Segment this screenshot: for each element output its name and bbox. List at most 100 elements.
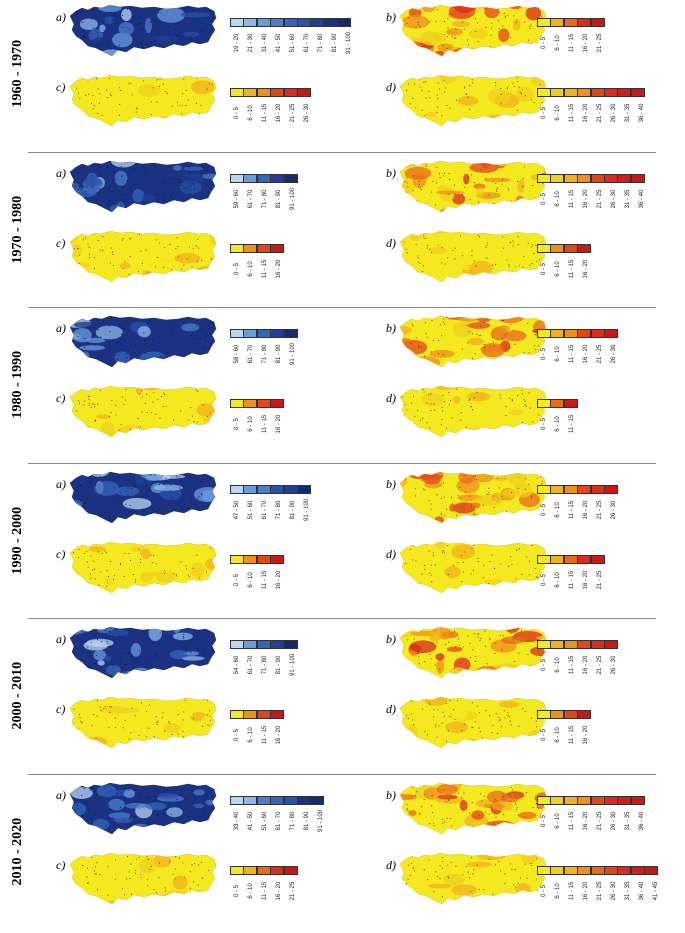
legend-b-label: 16 - 20 (583, 500, 589, 519)
legend-d-label: 31 - 35 (625, 104, 631, 123)
turkey-map-b-4 (398, 624, 548, 684)
map-panel-c (68, 228, 218, 288)
legend-c-swatch (230, 710, 244, 719)
legend-a-swatch (284, 485, 298, 494)
legend-c-label: 16 - 20 (276, 570, 282, 589)
map-panel-b (398, 313, 548, 373)
legend-d-swatch (550, 710, 564, 719)
legend-b-label: 21 - 25 (597, 345, 603, 364)
legend-c-label: 0 - 5 (234, 107, 240, 119)
legend-c-label: 6 - 10 (248, 883, 254, 898)
turkey-map-c-0 (68, 72, 218, 132)
legend-b-swatch (537, 18, 551, 27)
turkey-map-b-1 (398, 158, 548, 218)
legend-d-label: 16 - 20 (583, 570, 589, 589)
legend-b-label: 16 - 20 (583, 656, 589, 675)
turkey-map-a-4 (68, 624, 218, 684)
legend-d-swatch (564, 866, 578, 875)
legend-b-label: 21 - 25 (597, 189, 603, 208)
legend-b-label: 0 - 5 (541, 348, 547, 360)
legend-b-swatch (617, 796, 631, 805)
legend-c-label: 16 - 20 (276, 415, 282, 434)
legend-c-swatch (230, 244, 244, 253)
legend-b-swatch (537, 796, 551, 805)
legend-d-label: 16 - 20 (583, 726, 589, 745)
legend-b-swatch (550, 174, 564, 183)
legend-b-label: 6 - 10 (555, 346, 561, 361)
legend-a-swatch (257, 640, 271, 649)
legend-a-swatch (230, 640, 244, 649)
legend-a-swatch (270, 796, 284, 805)
legend-c-label: 11 - 15 (262, 104, 268, 122)
turkey-map-a-2 (68, 313, 218, 373)
panel-letter-d: d) (386, 547, 396, 562)
legend-a-label: 81 - 90 (276, 345, 282, 364)
panel-letter-c: c) (56, 236, 65, 251)
legend-d-label: 11 - 15 (569, 881, 575, 899)
legend-a-swatch (297, 485, 311, 494)
legend-a-label: 51 - 60 (290, 34, 296, 53)
legend-b-swatch (617, 174, 631, 183)
legend-d-label: 6 - 10 (555, 572, 561, 587)
legend-a-label: 91 - 100 (304, 498, 310, 520)
map-panel-a (68, 2, 218, 62)
legend-b-swatch (577, 18, 591, 27)
map-panel-a (68, 469, 218, 529)
turkey-map-d-0 (398, 72, 548, 132)
turkey-map-d-3 (398, 539, 548, 599)
legend-d-label: 0 - 5 (541, 262, 547, 274)
legend-a-swatch (230, 18, 244, 27)
turkey-map-c-1 (68, 228, 218, 288)
decade-label: 1990 - 2000 (6, 467, 30, 615)
legend-b-label: 11 - 15 (569, 811, 575, 829)
panel-letter-c: c) (56, 80, 65, 95)
turkey-map-b-2 (398, 313, 548, 373)
legend-a-label: 58 - 60 (234, 345, 240, 364)
legend-d-label: 0 - 5 (541, 884, 547, 896)
legend-d-label: 11 - 15 (569, 726, 575, 744)
legend-b-swatch (537, 329, 551, 338)
turkey-map-d-4 (398, 694, 548, 754)
turkey-map-a-3 (68, 469, 218, 529)
decade-label: 1980 - 1990 (6, 311, 30, 459)
legend-b-label: 0 - 5 (541, 37, 547, 49)
legend-c-label: 0 - 5 (234, 573, 240, 585)
legend-c-swatch (284, 866, 298, 875)
panel-letter-d: d) (386, 236, 396, 251)
turkey-map-b-3 (398, 469, 548, 529)
legend-c-label: 16 - 20 (276, 881, 282, 900)
legend-c-swatch (270, 866, 284, 875)
legend-d-swatch (550, 88, 564, 97)
legend-d-swatch (604, 88, 618, 97)
legend-c-swatch (270, 555, 284, 564)
legend-a-label: 41 - 50 (276, 34, 282, 53)
map-panel-c (68, 850, 218, 910)
legend-b-label: 16 - 20 (583, 811, 589, 830)
legend-a-swatch (337, 18, 351, 27)
legend-d-label: 26 - 30 (611, 881, 617, 900)
legend-b-swatch (604, 796, 618, 805)
legend-a-swatch (257, 796, 271, 805)
legend-c-swatch (297, 88, 311, 97)
turkey-map-a-5 (68, 780, 218, 840)
legend-a-label: 61 - 70 (248, 656, 254, 675)
map-panel-d (398, 72, 548, 132)
legend-d-swatch (617, 88, 631, 97)
legend-c-label: 11 - 15 (262, 570, 268, 588)
legend-a-swatch (230, 174, 244, 183)
legend-a-swatch (270, 329, 284, 338)
legend-b-swatch (604, 640, 618, 649)
legend-b-swatch (537, 174, 551, 183)
legend-a-label: 41 - 50 (248, 811, 254, 830)
legend-c-swatch (270, 710, 284, 719)
legend-a-label: 61 - 70 (304, 34, 310, 53)
